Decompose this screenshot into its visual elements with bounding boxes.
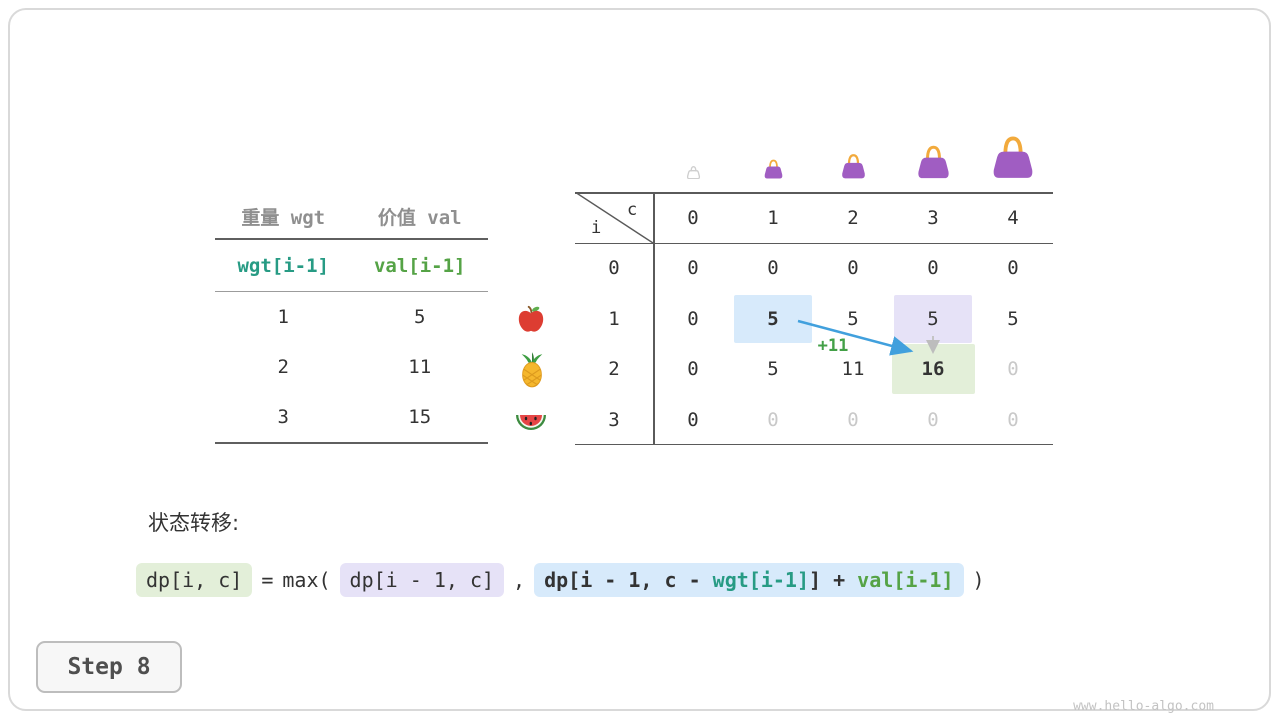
bag-capacity-3-icon xyxy=(914,143,953,179)
formula-arg2-middle: ] + xyxy=(809,568,858,592)
bag-capacity-4-icon xyxy=(988,133,1038,179)
items-col-header-weight: 重量 wgt xyxy=(241,207,326,229)
items-table-header: 重量 wgt 价值 val xyxy=(215,195,488,240)
dp-cell-2-3: 16 xyxy=(921,358,945,381)
item-2-weight: 2 xyxy=(277,356,289,378)
dp-cell-3-0: 0 xyxy=(687,408,699,431)
dp-cell-1-2: 5 xyxy=(847,307,859,330)
dp-cell-2-4: 0 xyxy=(1007,358,1019,381)
dp-grid: c i 0 1 2 3 4 0 0 0 0 0 0 1 0 5 5 5 5 2 … xyxy=(575,192,1053,445)
dp-cell-2-0: 0 xyxy=(687,358,699,381)
dp-row-header-2: 2 xyxy=(608,358,620,381)
dp-col-header-0: 0 xyxy=(687,206,699,229)
dp-cell-0-2: 0 xyxy=(847,257,859,280)
bag-capacity-1-icon xyxy=(762,158,785,179)
dp-table-bottom-border xyxy=(575,443,1053,445)
dp-corner-row-var: i xyxy=(591,218,602,238)
step-indicator: Step 8 xyxy=(36,641,182,693)
formula-close-paren: ) xyxy=(972,568,985,592)
formula-arg2-val-term: val[i-1] xyxy=(857,568,954,592)
dp-col-header-3: 3 xyxy=(927,206,939,229)
wgt-term-label: wgt[i-1] xyxy=(237,254,329,277)
formula-arg1: dp[i - 1, c] xyxy=(339,563,505,597)
items-table: 重量 wgt 价值 val wgt[i-1] val[i-1] 1 5 2 11… xyxy=(215,195,488,444)
formula-arg2: dp[i - 1, c - wgt[i-1]] + val[i-1] xyxy=(534,563,964,597)
formula-comma: , xyxy=(513,568,526,592)
dp-col-header-2: 2 xyxy=(847,206,859,229)
formula-max-open: max( xyxy=(282,568,331,592)
item-1-weight: 1 xyxy=(277,306,289,328)
watermelon-icon xyxy=(514,407,548,437)
val-term-label: val[i-1] xyxy=(373,254,466,277)
dp-cell-1-0: 0 xyxy=(687,307,699,330)
formula-arg2-wgt-term: wgt[i-1] xyxy=(712,568,809,592)
dp-cell-3-2: 0 xyxy=(847,408,859,431)
formula-heading: 状态转移: xyxy=(148,511,240,535)
dp-table-top-border xyxy=(575,192,1053,194)
dp-table-vertical-border xyxy=(653,192,655,445)
item-1-value: 5 xyxy=(414,306,426,328)
watermark: www.hello-algo.com xyxy=(1073,699,1214,714)
transition-add-label: +11 xyxy=(817,336,849,356)
items-formula-row: wgt[i-1] val[i-1] xyxy=(215,240,488,292)
dp-col-header-4: 4 xyxy=(1007,206,1019,229)
dp-cell-2-2: 11 xyxy=(841,358,865,381)
dp-cell-0-4: 0 xyxy=(1007,257,1019,280)
dp-cell-1-3: 5 xyxy=(927,307,939,330)
state-transition-formula: dp[i, c] = max( dp[i - 1, c] , dp[i - 1,… xyxy=(136,563,985,597)
dp-cell-3-4: 0 xyxy=(1007,408,1019,431)
bag-capacity-0-icon xyxy=(686,165,701,179)
item-3-weight: 3 xyxy=(277,406,289,428)
dp-table-header-border xyxy=(575,242,1053,244)
dp-cell-0-3: 0 xyxy=(927,257,939,280)
dp-cell-1-4: 5 xyxy=(1007,307,1019,330)
dp-col-header-1: 1 xyxy=(767,206,779,229)
apple-icon xyxy=(516,304,546,334)
dp-row-header-1: 1 xyxy=(608,307,620,330)
pineapple-icon xyxy=(517,352,547,388)
formula-equals: = xyxy=(261,568,274,592)
item-2-value: 11 xyxy=(408,356,432,378)
dp-table: c i 0 1 2 3 4 0 0 0 0 0 0 1 0 5 5 5 5 2 … xyxy=(575,192,1053,445)
formula-lhs: dp[i, c] xyxy=(136,563,253,597)
dp-cell-2-1: 5 xyxy=(767,358,779,381)
dp-corner-cell: c i xyxy=(575,192,653,243)
item-row-1: 1 5 xyxy=(215,292,488,342)
dp-cell-3-3: 0 xyxy=(927,408,939,431)
item-3-value: 15 xyxy=(408,406,432,428)
corner-diagonal-line xyxy=(575,192,653,243)
dp-row-header-3: 3 xyxy=(608,408,620,431)
bag-capacity-2-icon xyxy=(839,152,868,179)
item-row-2: 2 11 xyxy=(215,342,488,392)
dp-corner-col-var: c xyxy=(627,200,638,220)
items-col-header-value: 价值 val xyxy=(377,207,462,229)
item-row-3: 3 15 xyxy=(215,392,488,442)
dp-cell-0-0: 0 xyxy=(687,257,699,280)
dp-cell-0-1: 0 xyxy=(767,257,779,280)
dp-row-header-0: 0 xyxy=(608,257,620,280)
formula-arg2-prefix: dp[i - 1, c - xyxy=(544,568,713,592)
dp-cell-1-1: 5 xyxy=(767,307,779,330)
dp-cell-3-1: 0 xyxy=(767,408,779,431)
